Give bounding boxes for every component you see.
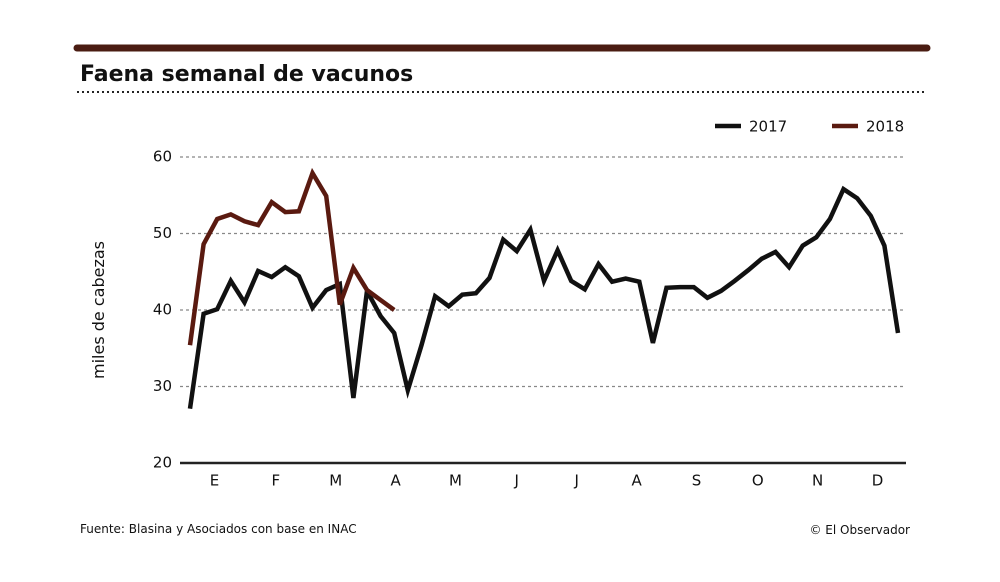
x-tick-label: E	[210, 472, 219, 490]
x-tick-label: M	[329, 472, 342, 490]
x-tick-label: O	[752, 472, 764, 490]
y-tick-label: 50	[153, 224, 172, 242]
x-tick-label: A	[631, 472, 642, 490]
legend-label: 2018	[866, 118, 904, 136]
x-tick-label: D	[872, 472, 884, 490]
y-tick-label: 60	[153, 148, 172, 166]
x-tick-label: F	[271, 472, 280, 490]
chart-title: Faena semanal de vacunos	[80, 62, 413, 87]
x-tick-label: J	[514, 472, 519, 490]
y-axis-label: miles de cabezas	[89, 241, 108, 379]
x-tick-label: A	[390, 472, 401, 490]
x-tick-label: M	[449, 472, 462, 490]
y-tick-label: 30	[153, 377, 172, 395]
x-tick-label: N	[812, 472, 823, 490]
y-tick-label: 40	[153, 301, 172, 319]
x-tick-label: S	[692, 472, 702, 490]
source: Fuente: Blasina y Asociados con base en …	[80, 522, 357, 536]
y-tick-label: 20	[153, 454, 172, 472]
credit: © El Observador	[809, 523, 910, 537]
legend-label: 2017	[749, 118, 787, 136]
series-line	[187, 167, 396, 346]
x-tick-label: J	[573, 472, 578, 490]
series-line	[187, 185, 901, 410]
